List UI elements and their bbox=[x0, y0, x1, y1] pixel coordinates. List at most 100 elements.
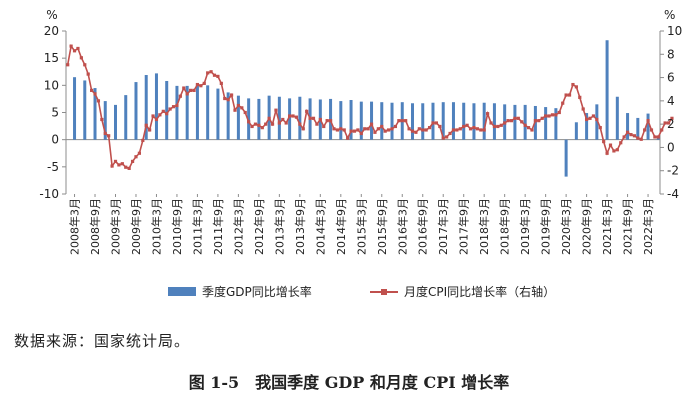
right-axis-unit: % bbox=[664, 8, 675, 22]
gdp-bar bbox=[523, 104, 527, 140]
cpi-point bbox=[625, 130, 630, 134]
left-axis-unit: % bbox=[46, 8, 57, 22]
cpi-point bbox=[127, 166, 131, 170]
x-tick-label: 2010年3月 bbox=[149, 198, 163, 255]
gdp-bar bbox=[359, 101, 363, 140]
gdp-bar bbox=[462, 102, 466, 140]
cpi-point bbox=[503, 121, 507, 125]
gdp-bar bbox=[595, 104, 599, 140]
right-tick-label: 0 bbox=[667, 140, 675, 154]
x-tick-label: 2009年9月 bbox=[129, 198, 143, 255]
cpi-point bbox=[373, 130, 377, 134]
cpi-point bbox=[434, 121, 438, 125]
cpi-point bbox=[547, 114, 551, 118]
cpi-point bbox=[151, 114, 155, 118]
gdp-bar bbox=[236, 95, 240, 140]
gdp-bar bbox=[431, 102, 435, 140]
cpi-point bbox=[189, 88, 193, 92]
cpi-point bbox=[233, 108, 237, 112]
cpi-point bbox=[513, 116, 517, 120]
cpi-point bbox=[530, 128, 534, 132]
x-tick-label: 2017年9月 bbox=[457, 198, 471, 255]
gdp-bar bbox=[380, 102, 384, 140]
cpi-point bbox=[229, 93, 234, 97]
cpi-point bbox=[646, 119, 650, 123]
cpi-point bbox=[390, 127, 394, 131]
left-tick-label: 20 bbox=[44, 24, 59, 38]
gdp-bar bbox=[411, 103, 414, 140]
tick-labels: -10 -5 0 5 10 15 20% -4 -2 0 2 4 6 8 10% 2008年3月 2008年9月… bbox=[39, 8, 682, 255]
cpi-point bbox=[148, 128, 152, 132]
cpi-point bbox=[185, 92, 189, 96]
cpi-point bbox=[472, 126, 476, 130]
gdp-bar bbox=[154, 73, 158, 140]
gdp-bar bbox=[605, 40, 609, 140]
gdp-bar bbox=[513, 104, 517, 140]
cpi-point bbox=[462, 124, 466, 129]
gdp-bar bbox=[185, 85, 189, 140]
x-tick-label: 2015年9月 bbox=[375, 198, 389, 255]
cpi-point bbox=[479, 128, 483, 132]
cpi-point bbox=[537, 119, 541, 123]
cpi-point bbox=[387, 128, 391, 132]
cpi-point bbox=[332, 127, 336, 131]
cpi-point bbox=[356, 128, 360, 132]
gdp-bar bbox=[103, 101, 107, 140]
cpi-point bbox=[253, 122, 258, 126]
cpi-point bbox=[414, 130, 418, 134]
right-tick-label: 6 bbox=[667, 71, 675, 85]
left-tick-label: 5 bbox=[51, 106, 59, 120]
cpi-point bbox=[533, 119, 537, 123]
cpi-point bbox=[496, 124, 500, 129]
cpi-point bbox=[561, 101, 565, 105]
x-tick-label: 2016年3月 bbox=[395, 198, 409, 255]
cpi-point bbox=[219, 81, 223, 85]
x-tick-label: 2012年3月 bbox=[231, 198, 245, 255]
gdp-bar bbox=[83, 80, 87, 140]
gdp-bar bbox=[93, 88, 97, 140]
cpi-point bbox=[195, 82, 200, 87]
cpi-point bbox=[564, 93, 568, 97]
cpi-point bbox=[328, 119, 333, 123]
cpi-point bbox=[441, 136, 445, 140]
gdp-bar bbox=[339, 101, 343, 140]
x-tick-label: 2013年9月 bbox=[293, 198, 307, 255]
x-tick-label: 2008年9月 bbox=[88, 198, 102, 255]
gdp-bar bbox=[544, 107, 548, 140]
gdp-bar bbox=[492, 103, 496, 140]
cpi-point bbox=[571, 82, 575, 87]
cpi-point bbox=[598, 126, 602, 130]
cpi-point bbox=[653, 135, 657, 139]
gdp-bar bbox=[247, 98, 251, 140]
cpi-point bbox=[445, 135, 449, 139]
cpi-point bbox=[223, 96, 227, 101]
cpi-point bbox=[663, 121, 667, 125]
gdp-bar bbox=[451, 102, 455, 140]
cpi-point bbox=[69, 44, 73, 48]
gdp-bar bbox=[646, 113, 650, 140]
cpi-point bbox=[509, 119, 514, 123]
gdp-bar bbox=[626, 113, 630, 140]
cpi-point bbox=[90, 88, 94, 92]
cpi-point bbox=[113, 159, 118, 163]
x-tick-label: 2017年3月 bbox=[436, 198, 450, 255]
legend-bar-swatch bbox=[168, 287, 196, 296]
gdp-bar bbox=[124, 95, 128, 140]
gdp-bar bbox=[216, 88, 220, 140]
cpi-point bbox=[615, 148, 619, 152]
cpi-point bbox=[366, 127, 370, 131]
gdp-bar bbox=[134, 82, 138, 140]
gdp-bar bbox=[574, 122, 578, 140]
cpi-point bbox=[486, 112, 490, 116]
cpi-point bbox=[171, 105, 176, 109]
cpi-point bbox=[257, 123, 261, 127]
cpi-point bbox=[588, 116, 592, 120]
cpi-point bbox=[93, 92, 97, 96]
cpi-point bbox=[212, 73, 217, 77]
cpi-point bbox=[250, 124, 254, 129]
gdp-bar bbox=[226, 92, 230, 140]
cpi-point bbox=[349, 129, 353, 133]
cpi-point bbox=[602, 140, 606, 144]
cpi-point bbox=[557, 110, 561, 115]
